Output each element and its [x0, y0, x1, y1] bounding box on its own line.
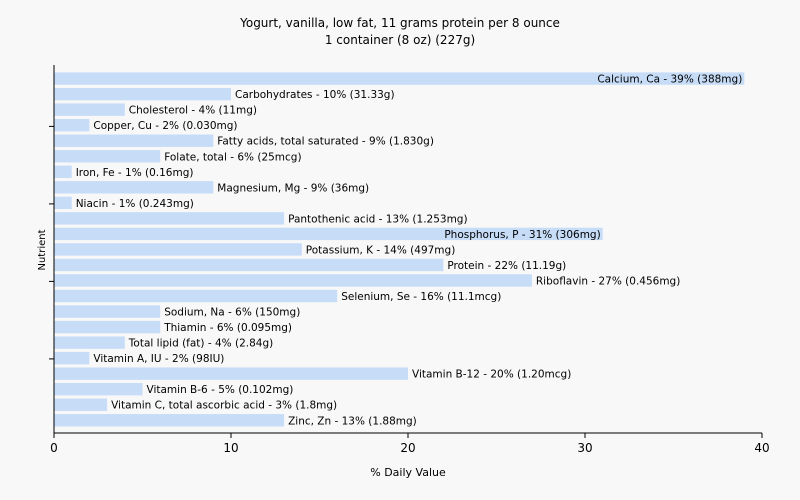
- bar-label: Copper, Cu - 2% (0.030mg): [93, 120, 237, 132]
- bar: [54, 212, 285, 225]
- bar: [54, 150, 161, 163]
- bar-label: Protein - 22% (11.19g): [447, 260, 566, 272]
- bar-label: Vitamin B-12 - 20% (1.20mcg): [412, 369, 571, 381]
- x-tick-label: 40: [754, 441, 769, 455]
- x-tick-label: 10: [223, 441, 238, 455]
- bar-label: Zinc, Zn - 13% (1.88mg): [288, 415, 417, 427]
- bar: [54, 305, 161, 318]
- bar: [54, 165, 72, 178]
- bar-label: Pantothenic acid - 13% (1.253mg): [288, 213, 467, 225]
- x-tick-label: 0: [50, 441, 58, 455]
- x-tick-label: 30: [577, 441, 592, 455]
- bar-label: Thiamin - 6% (0.095mg): [163, 322, 292, 334]
- bar: [54, 134, 214, 147]
- x-axis-label: % Daily Value: [370, 466, 446, 479]
- bar: [54, 118, 90, 132]
- bar-label: Selenium, Se - 16% (11.1mcg): [341, 291, 501, 303]
- bar-label: Vitamin C, total ascorbic acid - 3% (1.8…: [111, 400, 337, 412]
- bar-label: Potassium, K - 14% (497mg): [306, 244, 456, 256]
- bar: [54, 383, 143, 396]
- bar: [54, 289, 338, 303]
- bar-label: Riboflavin - 27% (0.456mg): [536, 275, 680, 287]
- bar: [54, 274, 532, 287]
- bar-label: Carbohydrates - 10% (31.33g): [235, 89, 395, 101]
- bar: [54, 87, 231, 101]
- chart-subtitle: 1 container (8 oz) (227g): [325, 33, 475, 47]
- bar-label: Cholesterol - 4% (11mg): [129, 105, 257, 117]
- bar: [54, 367, 408, 380]
- bar: [54, 103, 125, 116]
- bar: [54, 336, 125, 349]
- bar-label: Folate, total - 6% (25mcg): [164, 151, 301, 163]
- y-axis-label: Nutrient: [37, 229, 48, 270]
- x-tick-label: 20: [400, 441, 415, 455]
- bar: [54, 196, 72, 210]
- bar-label: Total lipid (fat) - 4% (2.84g): [128, 338, 273, 350]
- bar: [54, 320, 161, 334]
- bar: [54, 351, 90, 365]
- bar: [54, 414, 285, 427]
- bar-label: Sodium, Na - 6% (150mg): [164, 307, 300, 319]
- bar-label: Fatty acids, total saturated - 9% (1.830…: [217, 136, 434, 148]
- bar-label: Niacin - 1% (0.243mg): [76, 198, 194, 210]
- bar: [54, 398, 108, 411]
- bar-label: Magnesium, Mg - 9% (36mg): [217, 182, 369, 194]
- bar-label: Calcium, Ca - 39% (388mg): [597, 74, 742, 86]
- bar-label: Vitamin B-6 - 5% (0.102mg): [147, 384, 294, 396]
- chart-title: Yogurt, vanilla, low fat, 11 grams prote…: [239, 16, 560, 30]
- bar-label: Phosphorus, P - 31% (306mg): [444, 229, 600, 241]
- bar: [54, 72, 745, 85]
- bar: [54, 227, 603, 241]
- bar: [54, 181, 214, 194]
- bar: [54, 258, 444, 272]
- bar: [54, 243, 302, 256]
- bars-group: Calcium, Ca - 39% (388mg) Carbohydrates -…: [54, 72, 745, 427]
- bar-label: Iron, Fe - 1% (0.16mg): [76, 167, 194, 179]
- bar-label: Vitamin A, IU - 2% (98IU): [93, 353, 224, 365]
- axes-group: 0 10 20 30 40: [49, 65, 770, 455]
